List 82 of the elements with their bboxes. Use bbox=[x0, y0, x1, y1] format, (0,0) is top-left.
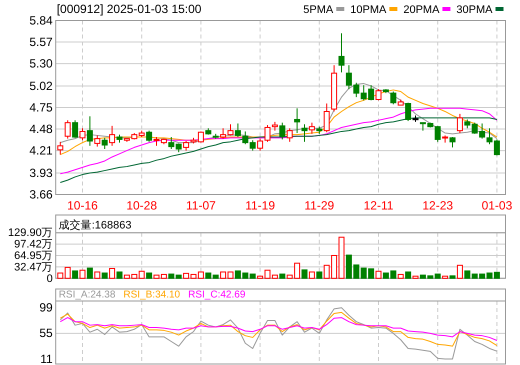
x-tick-label: 12-11 bbox=[364, 198, 394, 212]
y-tick-label: 5.30 bbox=[29, 56, 54, 70]
y-tick-label: 55 bbox=[39, 326, 54, 340]
bar bbox=[302, 269, 308, 279]
candlestick bbox=[324, 103, 330, 133]
text: RSI_C:42.69 bbox=[188, 290, 246, 300]
x-tick-label: 11-19 bbox=[245, 198, 276, 212]
candlestick bbox=[264, 124, 270, 142]
line-series bbox=[60, 317, 498, 342]
candlestick bbox=[338, 32, 345, 73]
candlestick bbox=[64, 120, 71, 140]
y-tick-label: 11 bbox=[40, 352, 54, 365]
bar bbox=[398, 274, 404, 279]
x-tick-label: 11-07 bbox=[186, 198, 216, 212]
candlestick bbox=[286, 128, 293, 142]
line-series bbox=[60, 312, 498, 347]
bar bbox=[308, 271, 315, 279]
line-series bbox=[60, 108, 498, 174]
bar bbox=[116, 271, 122, 279]
x-tick-label: 10-28 bbox=[126, 198, 158, 212]
candlestick bbox=[146, 130, 152, 142]
y-tick-label: 3.66 bbox=[29, 187, 54, 202]
bar bbox=[456, 264, 463, 279]
bar bbox=[412, 276, 419, 279]
y-tick-label: 5.57 bbox=[29, 34, 54, 49]
bar bbox=[376, 270, 382, 279]
text: 成交量:168863 bbox=[58, 218, 132, 232]
candlestick bbox=[450, 136, 456, 148]
bar bbox=[442, 276, 448, 279]
x-tick-label: 10-16 bbox=[67, 198, 98, 212]
candlestick bbox=[302, 124, 308, 142]
y-tick-label: 4.48 bbox=[29, 122, 54, 136]
chart-title: [000912] 2025-01-03 15:00 bbox=[56, 2, 202, 16]
candlestick bbox=[57, 141, 64, 156]
text: RSI_B:34.10 bbox=[123, 290, 181, 300]
bar bbox=[109, 268, 116, 279]
candlestick bbox=[279, 122, 286, 140]
candlestick bbox=[405, 102, 412, 122]
candlestick bbox=[456, 113, 463, 134]
bar bbox=[146, 272, 152, 279]
candlestick bbox=[376, 88, 382, 101]
bar bbox=[316, 271, 322, 279]
line-series bbox=[60, 89, 498, 156]
bar bbox=[86, 268, 93, 279]
y-tick-label: 97.42万 bbox=[14, 238, 53, 251]
x-tick-label: 01-03 bbox=[482, 198, 513, 212]
y-tick-label: 129.90万 bbox=[8, 227, 53, 240]
y-tick-label: 99 bbox=[39, 300, 54, 315]
legend-label: 10PMA bbox=[350, 4, 387, 16]
y-tick-label: 0 bbox=[46, 272, 53, 285]
candlestick bbox=[72, 120, 78, 138]
candlestick bbox=[308, 122, 315, 134]
y-tick-label: 4.75 bbox=[29, 100, 54, 114]
bar bbox=[405, 271, 412, 279]
y-tick-label: 32.47万 bbox=[14, 261, 53, 274]
candlestick bbox=[79, 128, 86, 141]
bar bbox=[450, 275, 456, 279]
series-label: RSI_A:24.38 bbox=[58, 290, 116, 300]
candlestick bbox=[94, 134, 100, 148]
y-tick-label: 3.93 bbox=[29, 166, 54, 180]
candlestick bbox=[109, 125, 116, 146]
y-tick-label: 64.95万 bbox=[14, 250, 53, 262]
candlestick bbox=[390, 91, 396, 105]
bar bbox=[279, 274, 286, 279]
line-series bbox=[60, 307, 498, 360]
legend-label: 5PMA bbox=[303, 4, 334, 16]
bar bbox=[102, 272, 108, 279]
bar bbox=[94, 271, 100, 279]
y-tick-label: 5.02 bbox=[29, 78, 54, 93]
y-tick-label: 4.21 bbox=[29, 143, 54, 158]
candlestick bbox=[86, 116, 93, 146]
bar bbox=[79, 270, 86, 279]
bar bbox=[72, 270, 78, 279]
y-tick-label: 5.84 bbox=[29, 13, 54, 28]
legend-label: 20PMA bbox=[403, 4, 440, 16]
line-series bbox=[60, 117, 498, 184]
candlestick bbox=[294, 108, 300, 134]
candlestick bbox=[102, 137, 108, 150]
legend-label: 30PMA bbox=[456, 4, 494, 16]
x-tick-label: 12-23 bbox=[422, 198, 454, 212]
candlestick bbox=[257, 138, 264, 152]
x-tick-label: 11-29 bbox=[304, 198, 335, 212]
